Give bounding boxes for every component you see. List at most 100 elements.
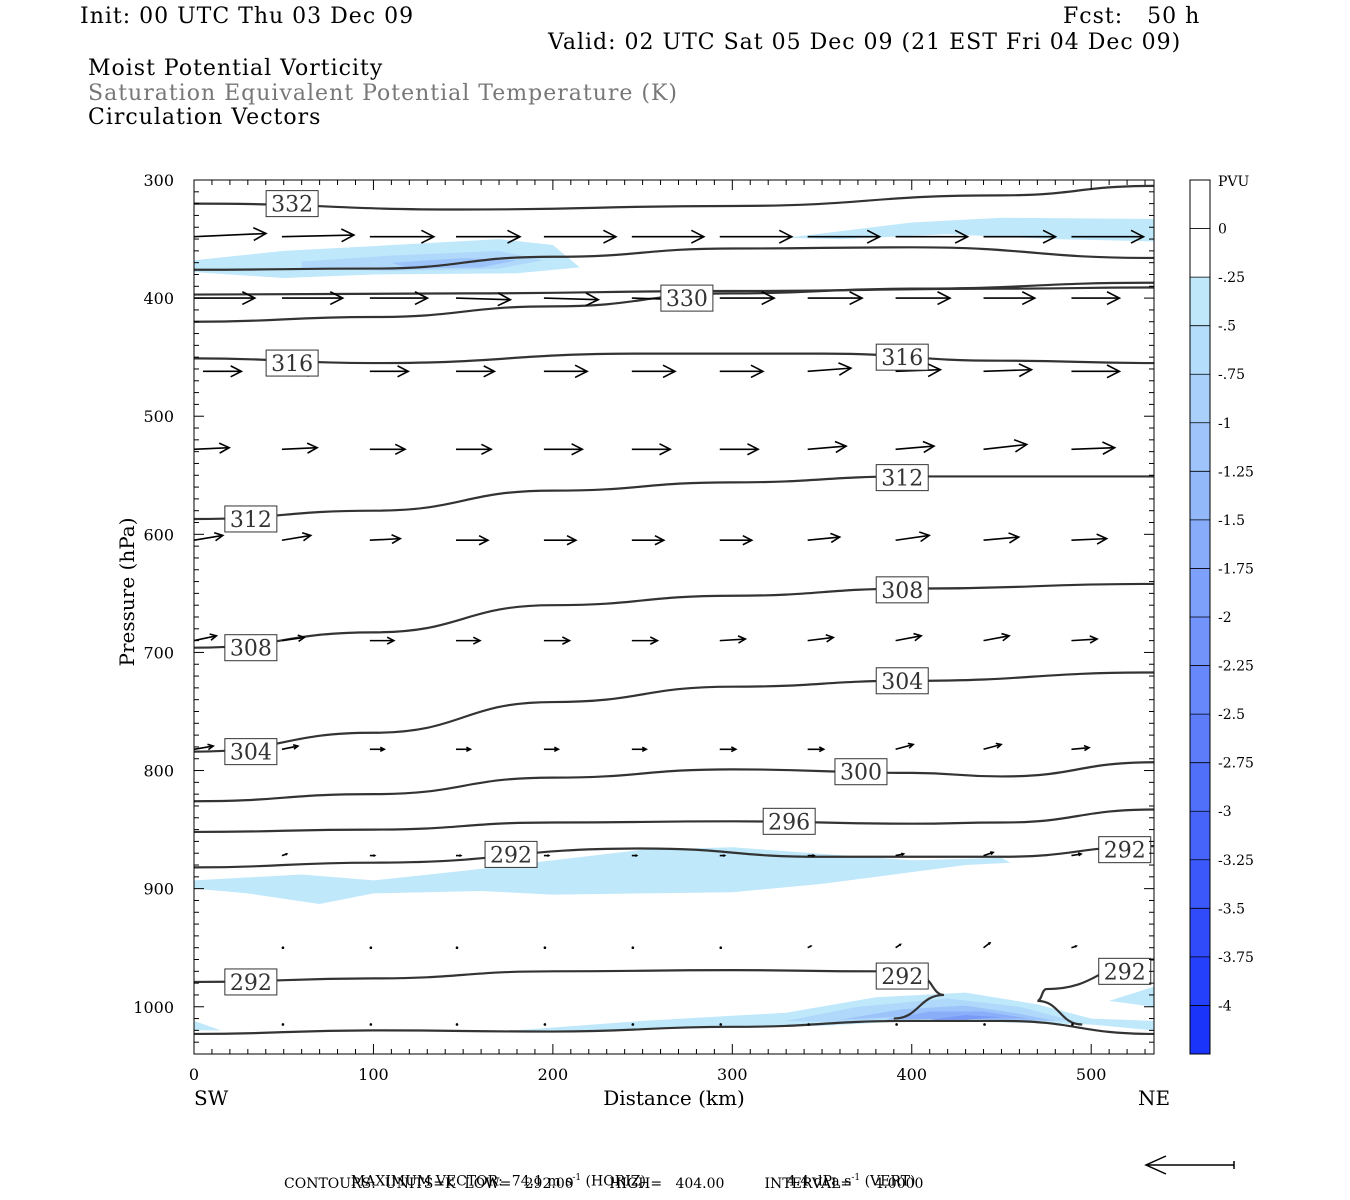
- vector-arrowhead: [218, 442, 231, 454]
- circulation-vector: [194, 745, 214, 751]
- reference-vector-head: [1144, 1155, 1167, 1175]
- vector-arrowhead: [292, 743, 300, 750]
- contour-label-box: [875, 667, 929, 695]
- colorbar-title: PVU: [1218, 174, 1250, 190]
- vector-arrowhead: [937, 291, 952, 306]
- contour-label: 304: [230, 741, 272, 766]
- vector-arrowhead: [394, 443, 407, 455]
- contour-label-box: [224, 505, 278, 533]
- vector-arrowhead: [1008, 532, 1021, 544]
- contour-label-box: [224, 738, 278, 766]
- vector-arrowhead: [466, 746, 473, 753]
- colorbar-swatch: [1190, 956, 1210, 1006]
- vector-dot: [1071, 1023, 1074, 1026]
- colorbar-tick-label: -.75: [1218, 367, 1245, 383]
- vector-dot: [543, 946, 547, 950]
- contour-label: 316: [271, 352, 313, 377]
- vector-arrowhead: [306, 442, 319, 454]
- vector-arrowhead: [414, 291, 430, 306]
- contour-label-box: [1098, 957, 1152, 985]
- circulation-vector: [895, 635, 922, 642]
- y-tick-label: 600: [143, 525, 174, 544]
- circulation-vector: [807, 636, 834, 642]
- vector-arrowhead: [1096, 533, 1109, 545]
- vector-dot: [631, 946, 635, 950]
- init-time: Init: 00 UTC Thu 03 Dec 09: [80, 4, 415, 29]
- vector-arrowhead: [990, 851, 995, 856]
- circulation-vector: [281, 745, 299, 751]
- vector-dot: [369, 1023, 373, 1026]
- contour-label-box: [224, 634, 278, 662]
- circulation-vector: [983, 536, 1019, 542]
- y-tick-label: 700: [143, 643, 174, 662]
- field-title-mpv: Moist Potential Vorticity: [88, 56, 384, 81]
- x-tick-label: 200: [538, 1065, 569, 1084]
- vector-arrowhead: [987, 941, 992, 946]
- colorbar-swatch: [1190, 665, 1210, 715]
- colorbar-tick-label: -1.75: [1218, 561, 1254, 577]
- vector-arrowhead: [919, 531, 931, 543]
- circulation-vector: [807, 536, 840, 542]
- vector-arrowhead: [900, 852, 906, 857]
- vector-arrowhead: [907, 742, 915, 749]
- vector-arrowhead: [1089, 635, 1099, 644]
- colorbar-swatch: [1190, 908, 1210, 958]
- vector-arrowhead: [1013, 438, 1029, 453]
- max-vector-exponent: -1: [572, 1173, 582, 1183]
- contour-label: 312: [230, 508, 272, 533]
- vector-arrowhead: [1106, 364, 1122, 379]
- vector-arrowhead: [340, 228, 356, 243]
- vector-arrowhead: [927, 363, 943, 378]
- y-tick-label: 400: [143, 289, 174, 308]
- circulation-vector: [983, 635, 1010, 642]
- circulation-vector: [983, 368, 1032, 373]
- vector-arrowhead: [761, 291, 776, 306]
- circulation-vector: [455, 297, 511, 301]
- theta-contour: [194, 808, 1154, 834]
- colorbar-swatch: [1190, 1005, 1210, 1055]
- circulation-vector: [1071, 638, 1098, 642]
- contour-label-box: [265, 190, 319, 218]
- colorbar-tick-label: -3.25: [1218, 853, 1254, 869]
- colorbar-swatch: [1190, 762, 1210, 812]
- contour-label-box: [875, 464, 929, 492]
- vector-arrowhead: [386, 636, 396, 645]
- x-tick-label: 300: [717, 1065, 748, 1084]
- vector-arrowhead: [571, 443, 585, 456]
- vector-arrowhead: [634, 854, 639, 857]
- contour-label: 308: [230, 637, 272, 662]
- vector-arrowhead: [297, 634, 307, 643]
- theta-contour: [194, 246, 1154, 271]
- vector-arrowhead: [811, 853, 816, 858]
- contour-label-box: [875, 962, 929, 990]
- contour-label-box: [875, 343, 929, 371]
- contour-label-box: [875, 576, 929, 604]
- vector-arrowhead: [1102, 441, 1117, 455]
- colorbar-swatch: [1190, 277, 1210, 327]
- pv-region: [929, 1015, 1002, 1020]
- circulation-vector: [281, 446, 318, 451]
- colorbar-swatch: [1190, 811, 1210, 861]
- vector-arrowhead: [866, 229, 882, 244]
- theta-contour: [194, 671, 1154, 753]
- colorbar-swatch: [1190, 228, 1210, 278]
- contour-label: 292: [490, 843, 532, 868]
- colorbar-swatch: [1190, 422, 1210, 472]
- circulation-vector: [1071, 537, 1107, 542]
- colorbar-swatch: [1190, 180, 1210, 230]
- vector-arrowhead: [1074, 945, 1078, 948]
- contour-label-box: [265, 349, 319, 377]
- pv-region: [786, 217, 1154, 242]
- contour-label-box: [834, 758, 888, 786]
- y-tick-label: 900: [143, 880, 174, 899]
- vector-arrowhead: [603, 229, 618, 244]
- vector-arrowhead: [230, 365, 244, 378]
- vector-arrowhead: [372, 854, 377, 857]
- circulation-vector: [1071, 746, 1090, 751]
- vector-dot: [983, 1023, 986, 1026]
- horiz-label: (HORIZ): [581, 1173, 646, 1190]
- vector-arrowhead: [730, 746, 738, 753]
- circulation-vector: [895, 445, 935, 451]
- theta-contour: [194, 352, 1154, 365]
- vector-arrowhead: [737, 635, 748, 644]
